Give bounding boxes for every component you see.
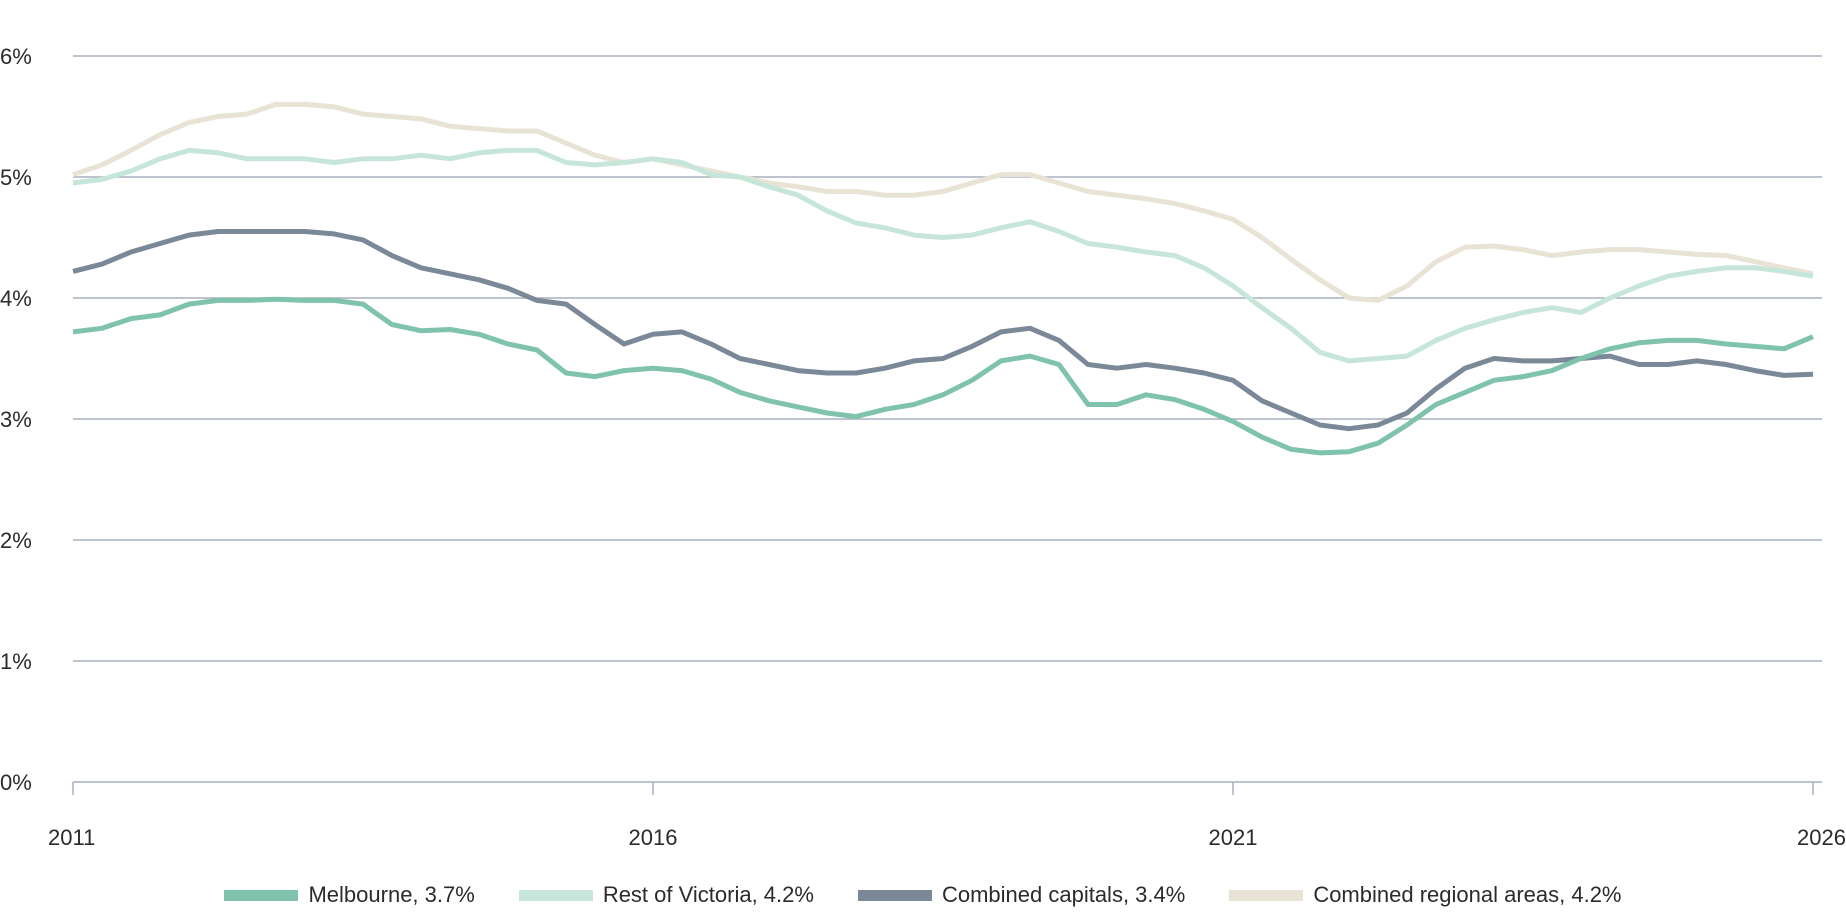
y-tick-label: 3% [0,407,32,432]
series-lines [72,101,1814,456]
gridlines [73,55,1822,783]
series-line-1 [72,147,1814,364]
legend-label: Combined capitals, 3.4% [941,882,1186,907]
x-tick-label: 2026 [1797,825,1846,850]
legend-swatch [518,889,593,901]
legend-swatch [857,889,932,901]
x-tick-label: 2016 [629,825,678,850]
y-axis: 0% 1% 2% 3% 4% 5% 6% [0,44,32,795]
y-tick-label: 1% [0,649,32,674]
y-tick-label: 0% [0,770,32,795]
line-chart: 0% 1% 2% 3% 4% 5% 6% 2011 2016 2021 2026 [0,44,1846,850]
legend-item: Rest of Victoria, 4.2% [518,882,814,908]
legend-label: Melbourne, 3.7% [308,882,475,907]
y-tick-label: 6% [0,44,32,69]
legend-item: Combined capitals, 3.4% [857,882,1186,908]
y-tick-label: 5% [0,165,32,190]
legend-item: Melbourne, 3.7% [224,882,475,908]
legend-swatch [224,889,299,901]
series-line-3 [72,101,1814,303]
series-line-0 [72,296,1814,456]
x-axis: 2011 2016 2021 2026 [48,782,1846,850]
series-line-2 [72,229,1814,432]
legend-item: Combined regional areas, 4.2% [1229,882,1622,908]
legend-label: Rest of Victoria, 4.2% [602,882,814,907]
x-tick-label: 2021 [1209,825,1258,850]
y-tick-label: 2% [0,528,32,553]
legend-label: Combined regional areas, 4.2% [1313,882,1622,907]
legend: Melbourne, 3.7% Rest of Victoria, 4.2% Com… [0,882,1846,908]
x-tick-label: 2011 [48,825,95,850]
legend-swatch [1229,889,1304,901]
y-tick-label: 4% [0,286,32,311]
